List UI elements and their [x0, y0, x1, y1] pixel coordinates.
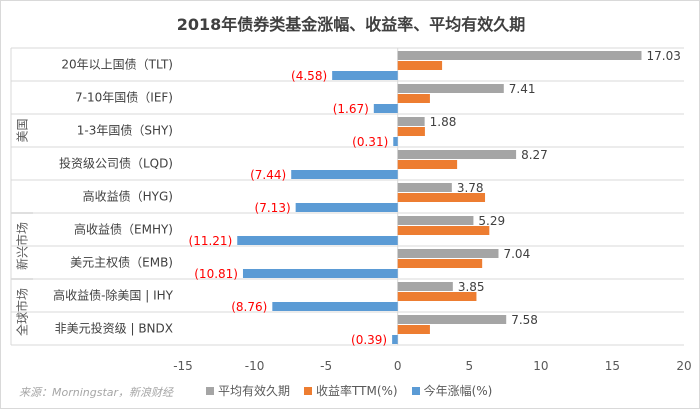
data-label: (1.67)	[333, 102, 369, 116]
legend-swatch	[411, 386, 420, 395]
category-label: 美元主权债（EMB)	[70, 256, 173, 270]
chart-title: 2018年债券类基金涨幅、收益率、平均有效久期	[176, 15, 526, 34]
source-note: 来源：Morningstar，新浪财经	[19, 386, 174, 399]
x-tick-label: -15	[173, 359, 193, 373]
bar-return	[373, 104, 398, 113]
x-tick-label: 10	[533, 359, 548, 373]
data-label: 5.29	[478, 214, 505, 228]
data-label: 17.03	[646, 49, 680, 63]
bar-duration	[397, 216, 474, 225]
data-label: 7.41	[509, 82, 536, 96]
bar-yield	[397, 193, 486, 202]
data-label: 3.85	[458, 280, 485, 294]
bar-yield	[397, 259, 483, 268]
x-tick-label: 0	[394, 359, 402, 373]
data-label: 8.27	[521, 148, 548, 162]
data-label: (10.81)	[194, 267, 238, 281]
data-label: (0.31)	[352, 135, 388, 149]
data-label: (8.76)	[231, 300, 267, 314]
group-label: 美国	[16, 118, 30, 142]
bar-yield	[397, 94, 430, 103]
x-tick-label: 5	[465, 359, 473, 373]
data-label: 1.88	[430, 115, 457, 129]
data-label: (7.13)	[255, 201, 291, 215]
data-label: 3.78	[457, 181, 484, 195]
legend-item: 平均有效久期	[206, 382, 290, 399]
category-label: 投资级公司债（LQD)	[59, 156, 173, 171]
legend-label: 今年涨幅(%)	[423, 384, 493, 398]
category-label: 7-10年国债（IEF)	[75, 91, 173, 105]
bar-yield	[397, 292, 477, 301]
bar-duration	[397, 315, 507, 324]
category-label: 高收益债（HYG)	[83, 189, 173, 204]
legend-swatch	[206, 386, 214, 395]
category-label: 20年以上国债（TLT)	[61, 58, 173, 72]
legend-item: 今年涨幅(%)	[411, 382, 493, 399]
bar-return	[291, 170, 398, 179]
data-label: 7.04	[503, 247, 530, 261]
x-tick-label: -10	[245, 359, 265, 373]
legend-item: 收益率TTM(%)	[304, 382, 398, 399]
bar-yield	[397, 325, 430, 334]
bar-duration	[397, 282, 453, 291]
bar-return	[272, 302, 398, 311]
bar-duration	[397, 249, 499, 258]
category-label: 非美元投资级 | BNDX	[55, 321, 173, 336]
bar-yield	[397, 160, 458, 169]
data-label: (0.39)	[351, 333, 387, 347]
legend: 平均有效久期 收益率TTM(%) 今年涨幅(%)	[206, 382, 492, 399]
group-label: 新兴市场	[15, 222, 30, 270]
x-tick-label: -5	[320, 359, 332, 373]
group-label: 全球市场	[15, 288, 30, 336]
category-label: 高收益债（EMHY)	[74, 222, 173, 237]
bar-return	[237, 236, 398, 245]
data-label: (7.44)	[250, 168, 286, 182]
legend-label: 收益率TTM(%)	[316, 384, 398, 398]
bar-duration	[397, 51, 642, 60]
bar-duration	[397, 84, 504, 93]
category-label: 高收益债-除美国 | IHY	[53, 288, 174, 303]
data-label: (4.58)	[291, 69, 327, 83]
legend-label: 平均有效久期	[218, 384, 291, 398]
category-label: 1-3年国债（SHY)	[77, 124, 173, 138]
bar-return	[392, 335, 398, 344]
bar-yield	[397, 61, 443, 70]
bar-duration	[397, 150, 517, 159]
bar-duration	[397, 183, 452, 192]
bar-yield	[397, 127, 425, 136]
data-label: 7.58	[511, 313, 538, 327]
bar-return	[295, 203, 398, 212]
x-tick-label: 20	[676, 359, 691, 373]
bar-duration	[397, 117, 425, 126]
bar-return	[242, 269, 398, 278]
bar-yield	[397, 226, 490, 235]
bar-return	[332, 71, 398, 80]
legend-swatch	[304, 386, 313, 395]
x-tick-label: 15	[605, 359, 620, 373]
data-label: (11.21)	[189, 234, 233, 248]
bar-return	[393, 137, 398, 146]
